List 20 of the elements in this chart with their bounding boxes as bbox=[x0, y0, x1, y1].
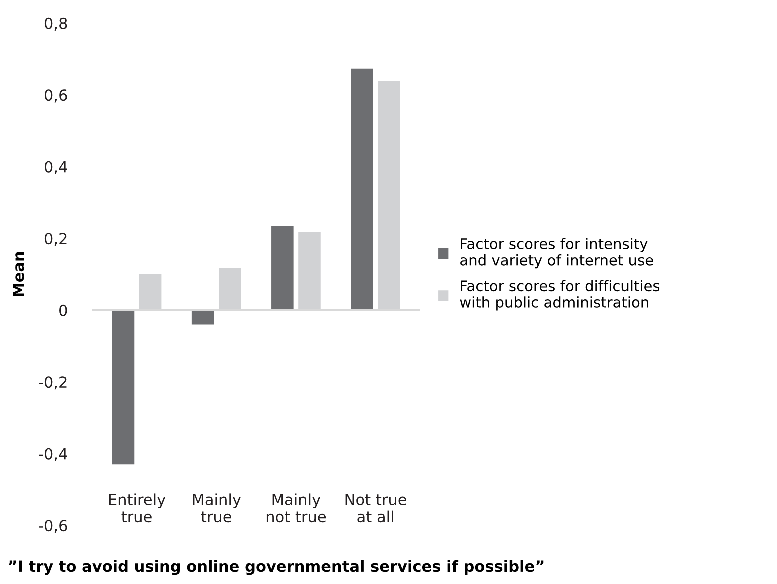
x-tick-label: Entirely true bbox=[109, 494, 166, 523]
bar bbox=[351, 68, 374, 310]
legend-label: Factor scores for difficulties with public administration bbox=[460, 280, 660, 311]
legend-label: Factor scores for intensity and variety of internet use bbox=[460, 238, 654, 269]
y-tick-label: 0,4 bbox=[44, 161, 68, 174]
x-tick-label: Not true at all bbox=[346, 494, 406, 523]
x-axis-title: ”I try to avoid using online governmental services if possible” bbox=[9, 560, 544, 576]
y-tick-label: 0,8 bbox=[44, 18, 68, 31]
bar bbox=[272, 226, 294, 310]
bar bbox=[112, 310, 135, 465]
x-tick-label: Mainly true bbox=[193, 494, 242, 523]
y-tick-label: -0,2 bbox=[39, 376, 67, 390]
y-axis-title: Mean bbox=[13, 252, 24, 296]
bar bbox=[192, 310, 214, 325]
y-tick-label: 0,6 bbox=[44, 90, 68, 103]
y-tick-label: -0,6 bbox=[39, 520, 68, 534]
x-tick-label: Mainly not true bbox=[266, 494, 326, 523]
y-tick-label: -0,4 bbox=[39, 448, 68, 462]
y-tick-label: 0 bbox=[60, 304, 68, 316]
y-tick-label: 0,2 bbox=[44, 233, 67, 246]
